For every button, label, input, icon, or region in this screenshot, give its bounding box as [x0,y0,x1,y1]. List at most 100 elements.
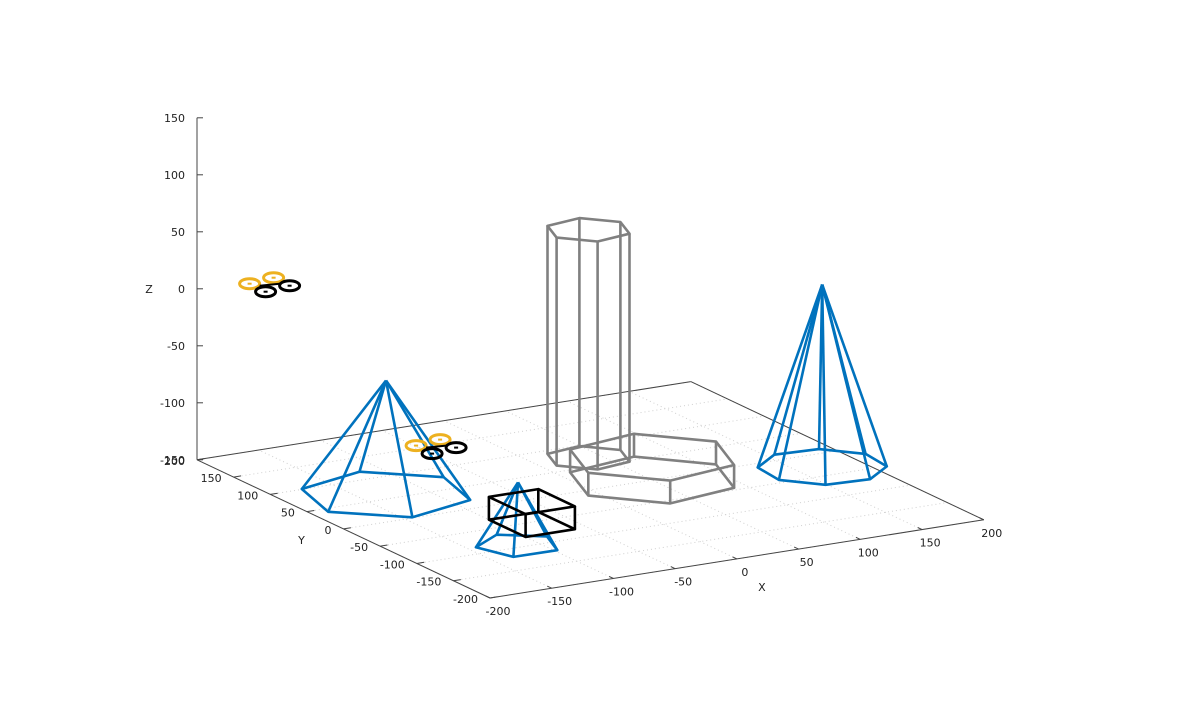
x-tick-label: -200 [486,605,511,618]
z-tick-label: 50 [171,226,185,239]
hexagonal-platform [568,432,736,505]
y-tick-label: 150 [201,472,222,485]
drone-arm [426,444,447,449]
cone-octagonal-edge [820,284,872,480]
x-tick-label: 100 [858,546,879,559]
box [487,487,577,539]
y-tick [489,596,498,599]
x-tick-label: 50 [800,556,814,569]
z-tick-label: 100 [164,169,185,182]
z-axis-label: Z [145,283,153,296]
cone-octagonal [756,284,889,487]
cone-octagonal-edge [820,284,827,485]
x-tick [608,575,614,579]
drone-hub [430,452,435,455]
pyramid-pentagonal-small-edge [516,481,559,551]
z-tick-label: -150 [160,454,185,467]
x-axis-label: X [758,581,766,594]
hexagonal-prism [546,216,631,471]
z-tick-label: 150 [164,112,185,125]
box-bottom [487,510,577,539]
back-axis-line [196,381,691,461]
cone-octagonal-edge [820,284,889,467]
grid-line-y [453,502,948,582]
y-tick-label: 100 [237,489,258,502]
grid-line-y [343,450,838,530]
y-axis-label: Y [297,534,305,547]
pyramid-pentagonal-small-edge [512,482,520,557]
pyramid-hexagonal [300,379,472,519]
y-tick [453,579,461,582]
y-tick [233,475,242,478]
cone-octagonal-edge [756,284,824,468]
drone-hub [287,284,292,287]
pyramid-hexagonal-base [300,470,472,519]
grid-line-y [233,398,728,478]
grid-line-y [270,415,765,495]
drone-rotor [254,285,278,299]
y-tick-label: -150 [416,576,441,589]
drone-low [404,433,468,461]
y-tick-label: 50 [281,507,295,520]
z-tick-label: -100 [160,397,185,410]
y-tick-label: -100 [380,559,405,572]
objects [238,216,889,559]
drone-hub [271,276,276,279]
cone-octagonal-edge [777,284,824,481]
x-tick [855,536,861,540]
pyramid-hexagonal-edge [300,379,388,490]
x-tick [732,556,738,560]
y-tick [270,492,278,495]
axes [196,117,985,599]
y-tick [416,561,425,564]
drone-arm [259,282,280,287]
x-tick [917,527,923,531]
x-tick-label: 0 [741,566,748,579]
drone-hub [263,290,268,293]
grid-line-x [443,420,738,560]
x-tick [485,595,491,599]
y-tick [306,510,315,513]
pyramid-hexagonal-edge [384,380,414,518]
hexagonal-prism-top [546,216,631,243]
y-tick-label: -50 [350,541,368,554]
x-tick [793,546,799,550]
z-tick-label: 0 [178,283,185,296]
z-tick-label: -50 [167,340,185,353]
x-tick [979,517,985,521]
y-tick [343,527,351,530]
drone-hub [454,446,459,449]
drone-rotor [428,433,452,447]
drone-rotor [444,441,468,455]
grid-line-x [258,449,552,589]
cone-octagonal-edge [773,284,824,456]
drone-rotor [238,277,262,291]
y-tick-label: 200 [164,455,185,468]
drone-hub [247,282,252,285]
x-tick-label: -100 [609,586,634,599]
drone-rotor [404,439,428,453]
y-tick-label: 0 [325,524,332,537]
grid-line-y [416,484,911,564]
x-tick-label: -50 [674,576,692,589]
pyramid-hexagonal-edge [358,380,388,473]
drone-hub [414,444,419,447]
drone-rotor [262,271,286,285]
drone-high [238,271,302,299]
floor-grid [196,381,985,599]
x-tick [547,585,552,589]
y-tick-label: -200 [453,593,478,606]
pyramid-pentagonal-small-base [474,533,559,559]
x-tick [670,566,676,570]
pyramid-hexagonal-edge [327,379,388,513]
x-tick-label: 150 [920,537,941,550]
drone-rotor [278,279,302,293]
pyramid-hexagonal-edge [384,379,445,478]
x-tick-label: 200 [981,527,1002,540]
drone-hub [438,438,443,441]
pyramid-hexagonal-edge [384,379,472,501]
grid-line-y [380,467,874,547]
drone-rotor [420,447,444,461]
x-tick-label: -150 [547,595,572,608]
